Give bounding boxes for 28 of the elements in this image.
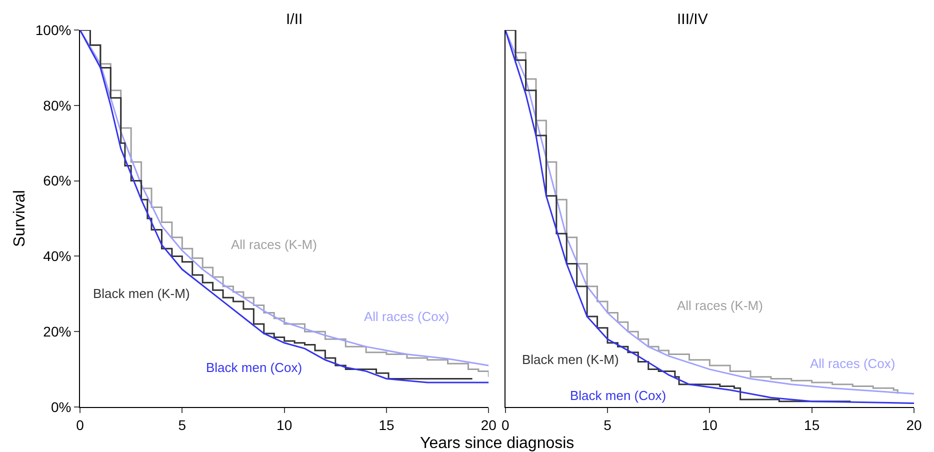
x-tick-label: 20 bbox=[906, 416, 922, 433]
y-tick-label: 100% bbox=[35, 22, 72, 38]
y-tick-label: 0% bbox=[50, 398, 72, 415]
x-tick-label: 15 bbox=[378, 416, 394, 433]
x-tick-label: 5 bbox=[178, 416, 186, 433]
x-tick-label: 0 bbox=[76, 416, 84, 433]
text: All races (K-M) bbox=[677, 298, 763, 313]
x-tick-label: 5 bbox=[604, 416, 612, 433]
series-label: Black men (Cox) bbox=[206, 360, 302, 375]
x-tick-label: 0 bbox=[501, 416, 510, 433]
series-label: All races (K-M) bbox=[231, 237, 317, 252]
y-tick-label: 80% bbox=[43, 97, 72, 114]
chart-title: I/II bbox=[286, 11, 303, 28]
series-label: All races (Cox) bbox=[364, 309, 450, 324]
y-tick-label: 20% bbox=[43, 324, 72, 340]
x-axis-title: Years since diagnosis bbox=[420, 435, 574, 452]
series-label: Black men (K-M) bbox=[522, 352, 619, 367]
series-label: All races (Cox) bbox=[810, 356, 896, 371]
x-tick-label: 15 bbox=[804, 416, 820, 433]
x-tick-label: 10 bbox=[276, 416, 292, 433]
x-tick-label: 10 bbox=[702, 416, 718, 433]
y-tick-label: 60% bbox=[43, 172, 72, 189]
y-axis-title: Survival bbox=[11, 190, 28, 247]
series-label: Black men (K-M) bbox=[93, 286, 190, 301]
chart-title: III/IV bbox=[677, 11, 708, 28]
series-label: Black men (Cox) bbox=[570, 388, 666, 403]
y-tick-label: 40% bbox=[43, 248, 72, 264]
x-tick-label: 20 bbox=[480, 416, 497, 433]
